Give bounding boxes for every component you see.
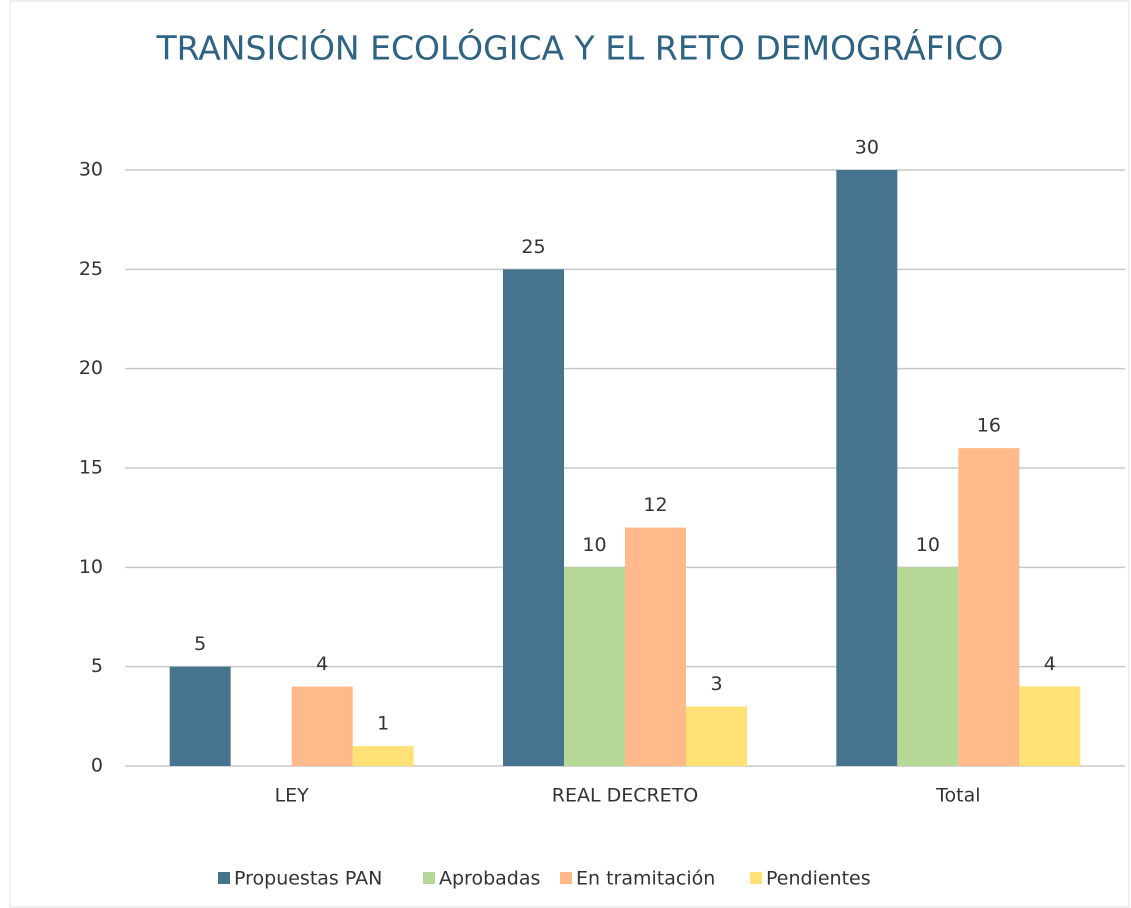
x-tick-label: Total	[935, 785, 980, 807]
data-label: 1	[377, 713, 389, 735]
bar	[291, 686, 353, 766]
bar	[169, 666, 231, 766]
y-tick-label: 5	[91, 655, 103, 677]
x-tick-label: REAL DECRETO	[552, 785, 699, 807]
y-tick-label: 10	[79, 556, 103, 578]
x-tick-label: LEY	[275, 785, 310, 807]
legend-swatch	[560, 872, 572, 884]
legend-label: Aprobadas	[439, 868, 540, 890]
data-label: 12	[643, 494, 667, 516]
chart-frame	[9, 0, 1130, 908]
data-label: 16	[977, 415, 1001, 437]
data-label: 5	[194, 633, 206, 655]
y-tick-label: 15	[79, 457, 103, 479]
data-label: 4	[1044, 653, 1056, 675]
legend-label: Propuestas PAN	[234, 868, 382, 890]
bar	[503, 269, 564, 766]
y-tick-label: 0	[91, 755, 103, 777]
bar	[836, 170, 898, 766]
data-label: 4	[316, 653, 328, 675]
data-label: 25	[521, 236, 545, 258]
y-tick-label: 30	[79, 159, 103, 181]
data-label: 30	[855, 137, 879, 159]
bar	[897, 567, 959, 766]
legend-swatch	[750, 872, 762, 884]
bar	[958, 448, 1020, 766]
data-label: 10	[582, 534, 606, 556]
y-tick-label: 25	[79, 258, 103, 280]
legend-label: Pendientes	[766, 868, 871, 890]
y-tick-label: 20	[79, 357, 103, 379]
bar	[564, 567, 625, 766]
data-label: 3	[710, 673, 722, 695]
legend-swatch	[218, 872, 230, 884]
legend-label: En tramitación	[576, 868, 715, 890]
chart-title: TRANSICIÓN ECOLÓGICA Y EL RETO DEMOGRÁFI…	[155, 28, 1003, 68]
data-label: 10	[916, 534, 940, 556]
legend-swatch	[423, 872, 435, 884]
bar	[686, 706, 747, 766]
bar	[625, 527, 686, 766]
bar	[352, 746, 414, 766]
bar	[1019, 686, 1081, 766]
